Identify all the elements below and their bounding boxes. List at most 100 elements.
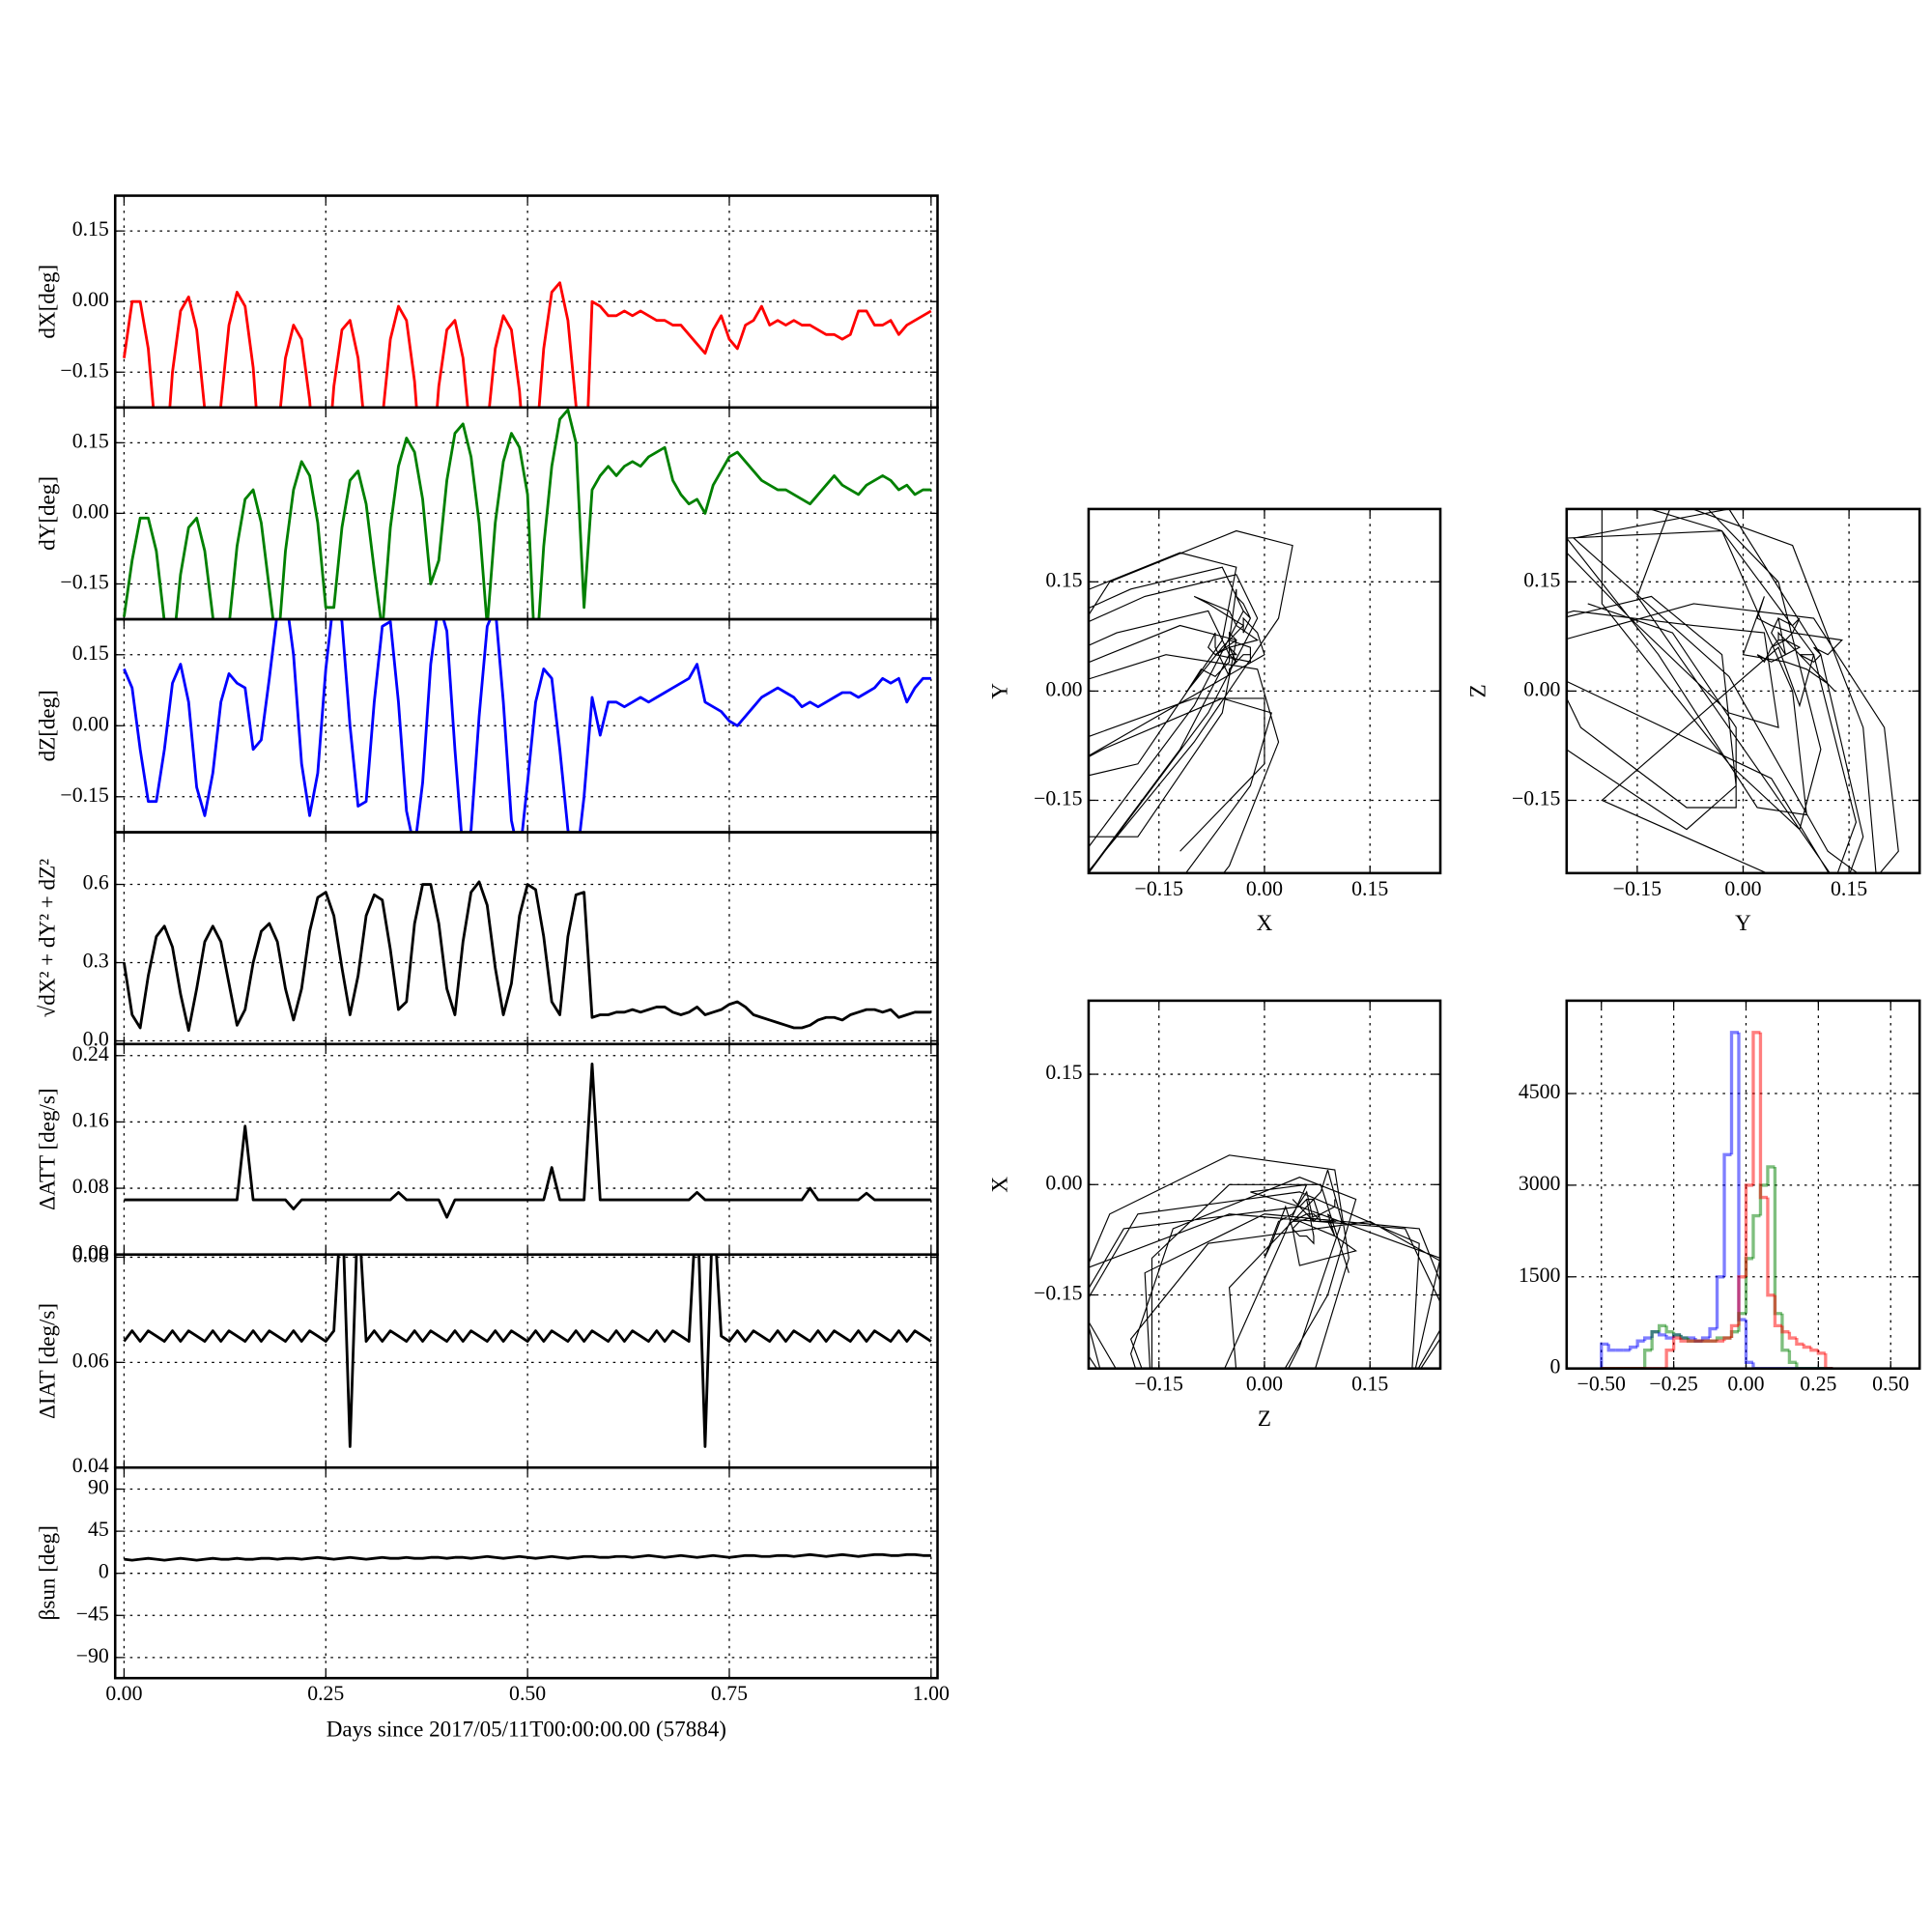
hist-step [1816,1350,1826,1355]
hist-step [1729,1323,1740,1339]
y-tick-label: 0.06 [72,1349,109,1372]
axes-frame [1565,999,1921,1370]
hist-step [1744,1183,1753,1277]
x-tick-label: 0.15 [1831,877,1867,900]
y-tick-label: 0.15 [72,641,109,665]
hist-step [1600,1342,1609,1369]
hist-step [1780,1325,1790,1334]
y-tick-label: 0.04 [72,1454,109,1477]
hist-step [1751,1031,1761,1185]
hist-step [1737,1275,1747,1326]
y-axis-label: Z [1464,684,1490,697]
hist-step [1642,1336,1653,1342]
y-axis-label: dZ[deg] [35,690,60,761]
y-tick-label: −0.15 [1034,1282,1083,1305]
y-axis-label: ΔATT [deg/s] [35,1088,60,1210]
y-tick-label: 0.00 [1045,1171,1082,1194]
y-tick-label: 0.00 [72,1241,109,1264]
x-tick-label: 0.00 [105,1682,142,1705]
x-tick-label: 0.00 [1246,1373,1283,1396]
hist-step [1758,1032,1768,1200]
hist-step [1809,1347,1819,1352]
hist-step [1671,1331,1682,1337]
hist-step [1787,1331,1797,1340]
hist-step [1729,1031,1740,1155]
y-tick-label: 0.16 [72,1108,109,1131]
x-axis-label: Y [1735,910,1751,935]
axes-frame [1565,507,1921,875]
y-tick-label: 0 [99,1560,109,1583]
hist-step [1766,1197,1776,1297]
x-tick-label: −0.15 [1135,1373,1184,1396]
x-axis-label: Z [1258,1406,1271,1431]
data-line [123,1254,932,1448]
y-tick-label: 0.08 [72,1243,109,1266]
y-axis-label: X [986,1177,1011,1193]
y-tick-label: 0.08 [72,1175,109,1198]
hist-step [1642,1349,1653,1369]
hist-step [1766,1165,1776,1185]
y-tick-label: 0.15 [1523,568,1560,591]
y-tick-label: −0.15 [60,358,109,382]
hist-step [1650,1330,1660,1350]
hist-step [1664,1325,1674,1334]
hist-step [1722,1152,1732,1277]
y-tick-label: 0.3 [83,950,109,973]
y-tick-label: 0.24 [72,1042,109,1065]
y-tick-label: 0.15 [72,429,109,452]
data-line [124,1062,931,1219]
y-axis-label: dX[deg] [35,265,60,339]
x-tick-label: 0.00 [1246,877,1283,900]
data-line [123,619,931,833]
y-tick-label: 0.6 [83,871,109,895]
y-axis-label: βsun [deg] [35,1525,60,1620]
hist-step [1744,1320,1753,1365]
hist-step [1795,1338,1804,1347]
data-line [124,1552,931,1562]
hist-step [1657,1323,1667,1332]
y-tick-label: 0.00 [1523,677,1560,700]
y-tick-label: 0.15 [72,217,109,241]
axes-frame [1087,507,1442,875]
hist-step [1773,1294,1782,1328]
x-tick-label: 0.15 [1351,1373,1388,1396]
y-tick-label: 90 [88,1476,109,1499]
y-axis-label: √dX² + dY² + dZ² [35,859,60,1018]
hist-step [1664,1334,1674,1340]
y-tick-label: 0.0 [83,1028,109,1051]
axes-frame [1087,999,1442,1370]
x-axis-label: Days since 2017/05/11T00:00:00.00 (57884… [327,1717,726,1742]
hist-step [1787,1350,1797,1365]
hist-step [1824,1352,1833,1369]
y-tick-label: 0 [1549,1355,1560,1378]
y-tick-label: 45 [88,1518,109,1541]
y-tick-label: 0.00 [72,288,109,311]
hist-step [1671,1336,1682,1350]
y-tick-label: −0.15 [60,570,109,593]
hist-step [1751,1362,1761,1369]
y-tick-label: 0.00 [72,712,109,735]
x-tick-label: −0.15 [1135,877,1184,900]
x-tick-label: 1.00 [913,1682,950,1705]
x-tick-label: −0.15 [1613,877,1662,900]
x-tick-label: 0.25 [1800,1373,1836,1396]
trajectory-line [1566,508,1899,873]
hist-step [1629,1345,1638,1350]
trajectory-line [1088,1154,1441,1369]
hist-step [1635,1339,1645,1348]
y-tick-label: 4500 [1519,1080,1561,1103]
y-tick-label: 0.15 [1045,1061,1082,1084]
y-axis-label: dY[deg] [35,476,60,551]
hist-step [1664,1349,1674,1369]
hist-step [1606,1344,1616,1352]
x-tick-label: 0.00 [1727,1373,1764,1396]
x-tick-label: 0.75 [711,1682,748,1705]
hist-step [1679,1338,1689,1343]
hist-step [1722,1336,1732,1342]
y-tick-label: −90 [76,1644,109,1667]
y-tick-label: −0.15 [60,783,109,807]
hist-step [1795,1362,1804,1369]
